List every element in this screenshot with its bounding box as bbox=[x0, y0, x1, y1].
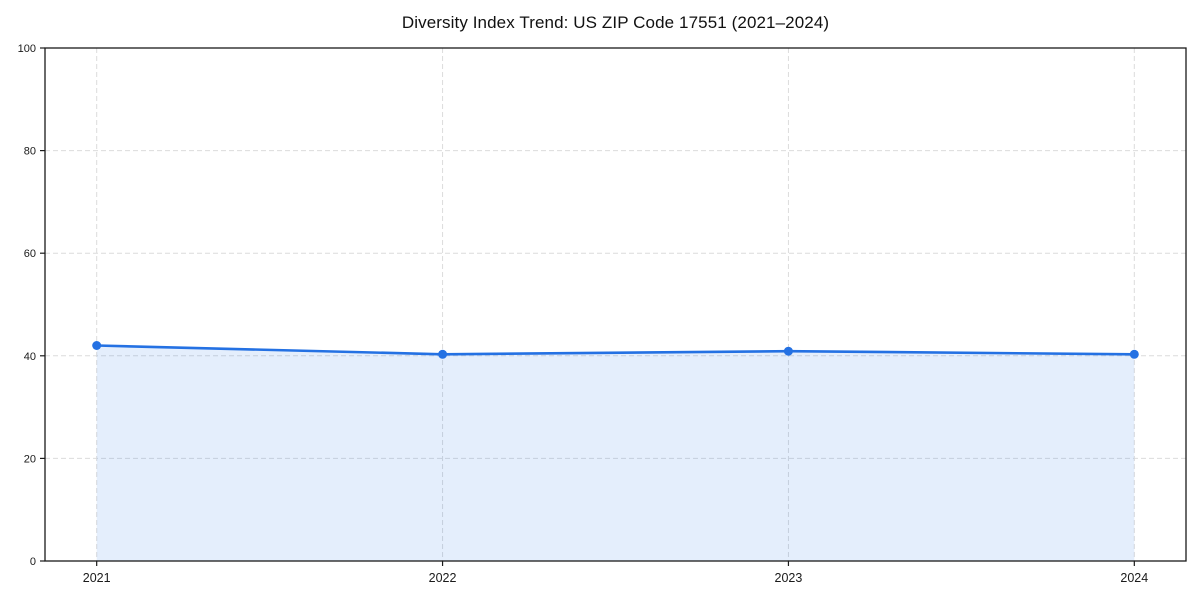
x-tick-label: 2022 bbox=[429, 571, 457, 585]
chart-title: Diversity Index Trend: US ZIP Code 17551… bbox=[401, 13, 830, 32]
data-point-marker bbox=[1129, 349, 1139, 359]
y-tick-label: 20 bbox=[24, 453, 36, 465]
area-fill bbox=[96, 345, 1135, 561]
series-line bbox=[95, 344, 1136, 356]
data-point-marker bbox=[92, 341, 102, 350]
y-tick-label: 40 bbox=[24, 351, 36, 363]
x-tick-label: 2024 bbox=[1120, 571, 1148, 585]
axes-spines bbox=[44, 47, 1187, 562]
x-tick-label: 2023 bbox=[775, 571, 803, 585]
y-tick-label: 100 bbox=[18, 43, 36, 55]
x-tick-label: 2021 bbox=[83, 571, 111, 585]
data-point-marker bbox=[783, 346, 793, 356]
y-tick-label: 0 bbox=[30, 556, 36, 568]
y-tick-label: 60 bbox=[24, 248, 36, 260]
y-tick-label: 80 bbox=[24, 146, 36, 158]
data-point-marker bbox=[438, 349, 448, 359]
